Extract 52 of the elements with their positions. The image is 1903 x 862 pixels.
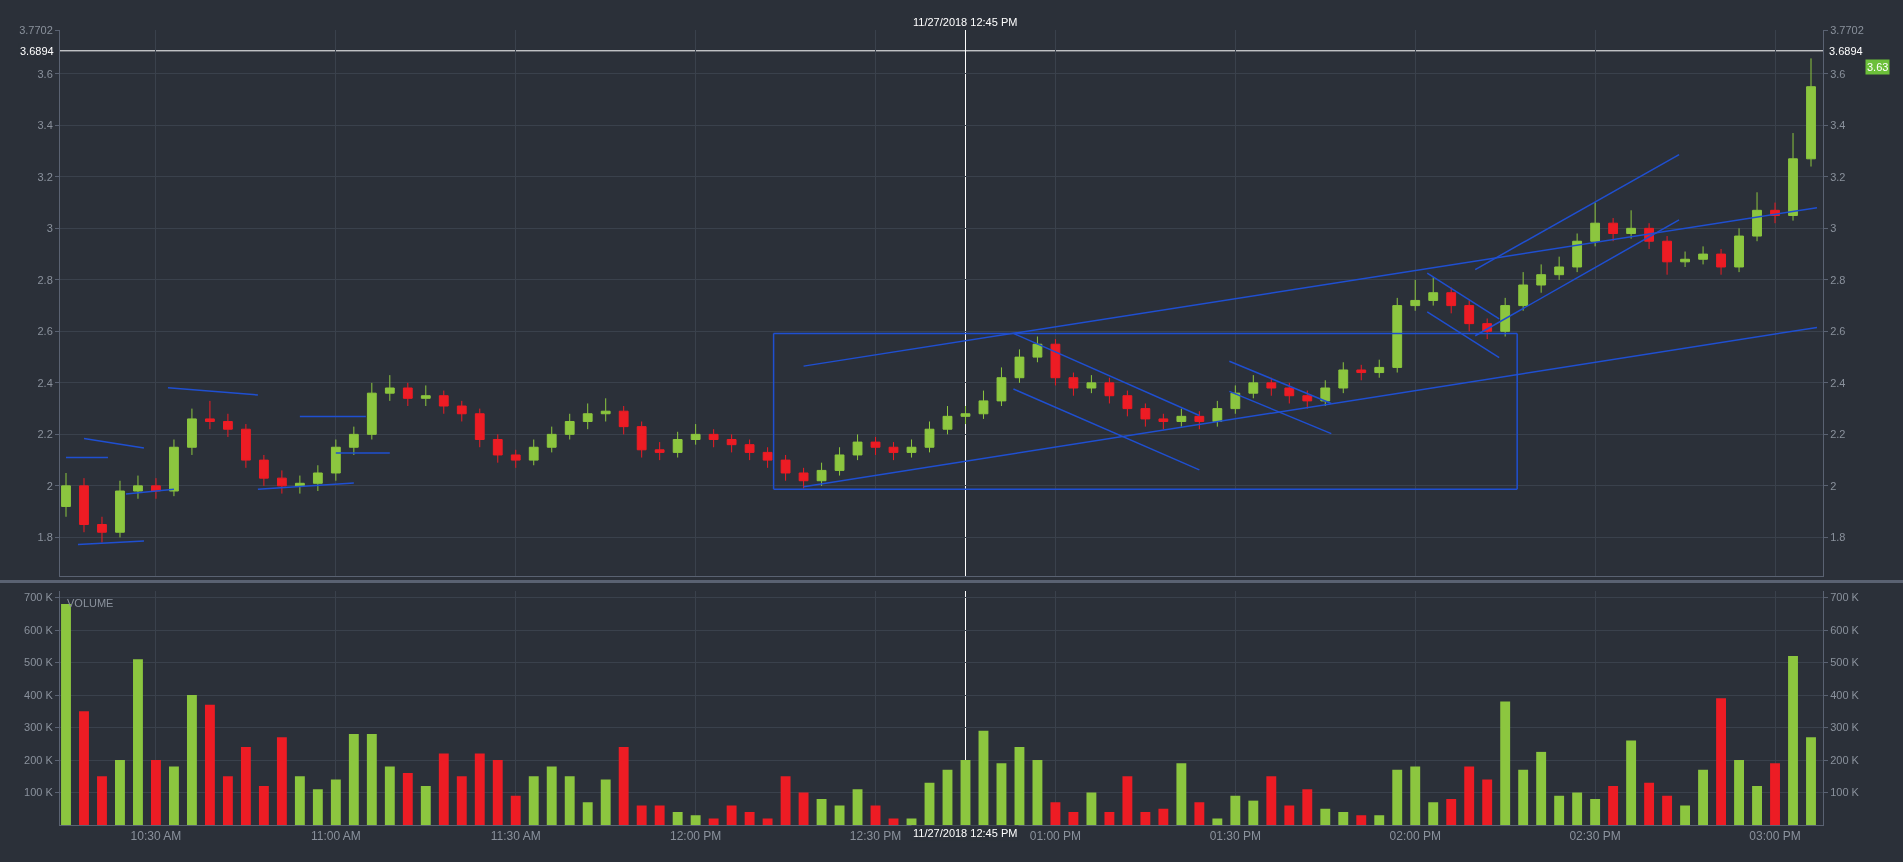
y-tick-label: 1.8 — [37, 531, 53, 544]
y2-tick-label: 3.7702 — [1830, 23, 1864, 36]
y-tick-label: 2.6 — [37, 325, 53, 338]
y2-tick-label: 2.6 — [1830, 325, 1846, 338]
ref-line-label: 3.6894 — [1829, 45, 1863, 57]
y-tick-label: 2.4 — [37, 376, 53, 389]
x-tick-label: 01:30 PM — [1209, 829, 1262, 844]
x-tick-label: 10:30 AM — [130, 829, 182, 844]
y2-tick-label: 200 K — [1830, 753, 1860, 766]
y-tick-label: 100 K — [24, 786, 54, 799]
text: 3.6894 — [20, 45, 54, 57]
x-tick-label: 03:00 PM — [1749, 829, 1801, 844]
x-tick-label: 02:30 PM — [1569, 829, 1621, 844]
y-tick-label: 2.8 — [37, 273, 53, 286]
x-tick-label: 11:00 AM — [310, 829, 361, 844]
y2-tick-label: 300 K — [1830, 721, 1860, 734]
y-tick-label: 400 K — [24, 688, 54, 701]
x-tick-label: 11:30 AM — [490, 829, 541, 844]
y-tick-label: 300 K — [24, 721, 54, 734]
y-tick-label: 3.2 — [37, 170, 53, 183]
y2-tick-label: 400 K — [1830, 688, 1860, 701]
x-tick-label: 12:30 PM — [849, 829, 902, 844]
y2-tick-label: 1.8 — [1830, 531, 1846, 544]
y2-tick-label: 2.4 — [1830, 376, 1846, 389]
y2-tick-label: 3.6 — [1830, 67, 1846, 80]
y-tick-label: 3 — [46, 222, 53, 235]
x-tick-label: 02:00 PM — [1389, 829, 1441, 844]
y2-tick-label: 2 — [1830, 479, 1837, 492]
y2-tick-label: 2.8 — [1830, 273, 1846, 286]
y2-tick-label: 500 K — [1830, 656, 1860, 669]
y2-tick-label: 3.4 — [1830, 119, 1846, 132]
x-tick-label: 01:00 PM — [1029, 829, 1082, 844]
x-tick-label: 12:00 PM — [669, 829, 722, 844]
y2-tick-label: 700 K — [1830, 591, 1860, 604]
y-tick-label: 600 K — [24, 623, 54, 636]
ref-line-label: 11/27/2018 12:45 PM — [913, 827, 1018, 839]
y2-tick-label: 3.2 — [1830, 170, 1846, 183]
text: VOLUME — [67, 597, 114, 609]
y-tick-label: 3.7702 — [19, 23, 53, 36]
y-tick-label: 700 K — [24, 591, 54, 604]
y-tick-label: 2.2 — [37, 428, 53, 441]
y2-tick-label: 2.2 — [1830, 428, 1846, 441]
y-tick-label: 2 — [46, 479, 53, 492]
y2-tick-label: 100 K — [1830, 786, 1860, 799]
y-tick-label: 3.4 — [37, 119, 53, 132]
y2-tick-label: 3 — [1830, 222, 1837, 235]
text: 3.63 — [1867, 61, 1889, 73]
y-tick-label: 200 K — [24, 753, 54, 766]
ref-line-label: 11/27/2018 12:45 PM — [913, 16, 1018, 28]
y-tick-label: 3.6 — [37, 67, 53, 80]
y-tick-label: 500 K — [24, 656, 54, 669]
y2-tick-label: 600 K — [1830, 623, 1860, 636]
